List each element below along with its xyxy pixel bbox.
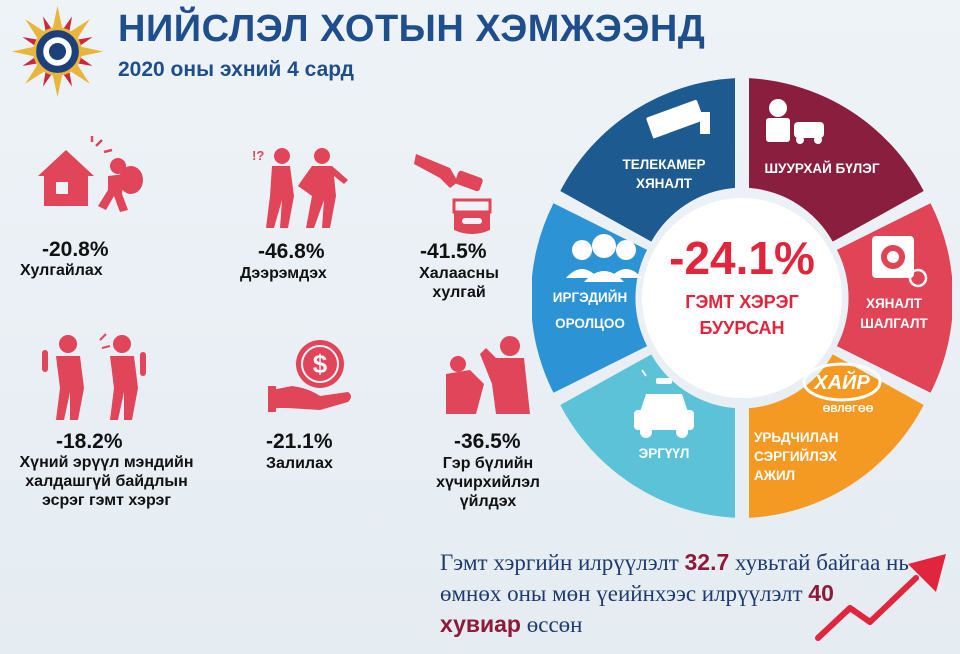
page-title: НИЙСЛЭЛ ХОТЫН ХЭМЖЭЭНД [118, 8, 706, 50]
detection-value-a: 32.7 [684, 549, 730, 575]
wheel-segment-patrol: ЭРГҮҮЛ [560, 354, 735, 518]
detection-value-b: 40 хувиар [440, 580, 834, 637]
citizens-group-icon [566, 234, 642, 282]
logo-subtext: ӨВЛӨГӨӨ [823, 404, 874, 415]
assault-icon [42, 333, 146, 420]
segment-label: ЭРГҮҮЛ [639, 446, 690, 461]
svg-text:!?: !? [252, 148, 264, 163]
trend-up-arrow-icon [815, 554, 946, 641]
logo-text: ХАЙР [813, 370, 870, 394]
svg-text:$: $ [313, 349, 328, 379]
crime-label: Гэр бүлийн хүчирхийлэл үйлдэх [436, 455, 540, 510]
segment-label: ИРГЭДИЙН [553, 290, 627, 305]
wheel-segment-inspection: ХЯНАЛТ ШАЛГАЛТ [836, 203, 952, 393]
detection-text-a: Гэмт хэргийн илрүүлэлт [440, 550, 679, 575]
pickpocket-icon [414, 154, 492, 234]
crime-label: Халаасны хулгай [419, 265, 499, 301]
crime-pct: -41.5% [420, 240, 487, 263]
detection-text-b: хувьтай байгаа нь өмнөх оны мөн үеийнхээ… [440, 550, 909, 606]
crime-label: Залилах [266, 455, 333, 472]
segment-label: ШУУРХАЙ БҮЛЭГ [764, 161, 879, 176]
crime-pct: -21.1% [266, 430, 333, 453]
segment-label: ХЯНАЛТ [636, 176, 693, 191]
domestic-violence-icon [446, 336, 530, 414]
fraud-money-icon: $ [268, 340, 351, 412]
wheel-segment-citizens: ИРГЭДИЙН ОРОЛЦОО [532, 203, 648, 393]
wheel-segment-rapid-team: ШУУРХАЙ БҮЛЭГ [749, 78, 924, 242]
cctv-camera-icon [646, 99, 710, 139]
robbery-icon: !? [252, 148, 348, 228]
crime-label: Хулгайлах [20, 262, 103, 279]
crime-label: Хүний эрүүл мэндийн халдашгүй байдлын эс… [19, 454, 194, 509]
segment-label: УРЬДЧИЛАН [754, 430, 839, 445]
segment-label: СЭРГИЙЛЭХ [754, 449, 837, 464]
wheel-center [642, 198, 842, 398]
detection-text-c: өссөн [526, 612, 583, 637]
segment-label: ТЕЛЕКАМЕР [623, 157, 706, 172]
wheel-segment-prevention: ХАЙР ӨВЛӨГӨӨ УРЬДЧИЛАН СЭРГИЙЛЭХ АЖИЛ [749, 354, 924, 518]
crime-pct: -46.8% [258, 240, 325, 263]
police-car-officer-icon [766, 99, 824, 144]
prevention-wheel: ТЕЛЕКАМЕР ХЯНАЛТ ШУУРХАЙ БҮЛЭГ ХЯНАЛТ ША… [532, 78, 952, 518]
crime-pct: -36.5% [454, 430, 521, 453]
segment-label: ХЯНАЛТ [866, 296, 923, 311]
center-percentage: -24.1% [669, 232, 815, 284]
crime-pct: -18.2% [56, 430, 123, 453]
inspection-icon [872, 236, 928, 288]
segment-label: ОРОЛЦОО [555, 316, 625, 331]
segment-label: ШАЛГАЛТ [860, 316, 928, 331]
khair-logo-icon: ХАЙР ӨВЛӨГӨӨ [802, 362, 882, 415]
segment-label: АЖИЛ [754, 468, 795, 483]
crime-pct: -20.8% [42, 238, 109, 261]
page-subtitle: 2020 оны эхний 4 сард [118, 58, 354, 81]
crime-label: Дээрэмдэх [240, 265, 327, 282]
center-label-line1: ГЭМТ ХЭРЭГ [685, 292, 798, 312]
detection-statement: Гэмт хэргийн илрүүлэлт 32.7 хувьтай байг… [440, 547, 910, 640]
wheel-segment-telecamera: ТЕЛЕКАМЕР ХЯНАЛТ [560, 78, 735, 242]
center-label-line2: БУУРСАН [700, 318, 785, 338]
police-emblem-icon [11, 5, 104, 98]
burglary-icon [38, 136, 143, 212]
patrol-car-icon [634, 369, 694, 438]
